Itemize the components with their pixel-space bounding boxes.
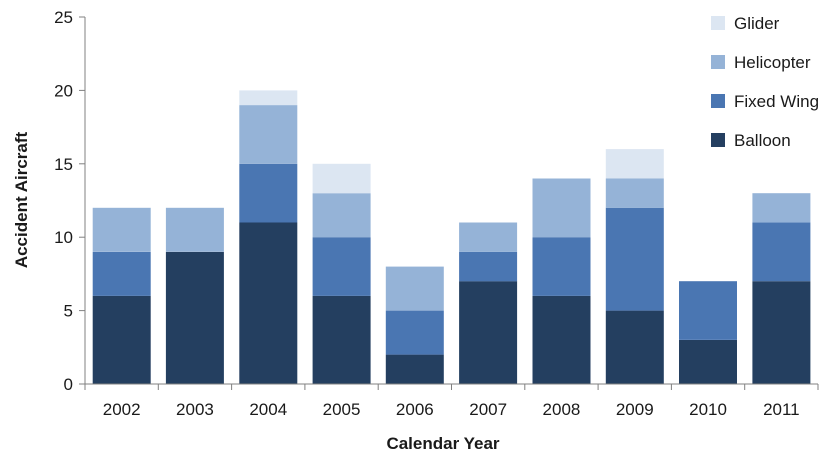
- y-axis-title: Accident Aircraft: [12, 131, 31, 268]
- x-tick-label-2003: 2003: [176, 400, 214, 419]
- legend-swatch-fixed-wing: [711, 94, 725, 108]
- bar-balloon-2005: [312, 295, 371, 384]
- bar-helicopter-2003: [165, 207, 224, 252]
- legend-swatch-balloon: [711, 133, 725, 147]
- y-tick-label-15: 15: [54, 155, 73, 174]
- bar-fixed-wing-2005: [312, 237, 371, 296]
- bar-balloon-2010: [679, 340, 737, 384]
- legend-label-glider: Glider: [734, 14, 780, 33]
- bar-balloon-2002: [92, 295, 151, 384]
- bar-balloon-2003: [165, 251, 224, 384]
- legend-swatch-helicopter: [711, 55, 725, 69]
- bar-helicopter-2004: [239, 105, 298, 164]
- bar-fixed-wing-2002: [92, 251, 151, 296]
- bar-helicopter-2009: [605, 178, 664, 208]
- x-tick-label-2006: 2006: [396, 400, 434, 419]
- bar-balloon-2011: [752, 281, 811, 384]
- y-tick-label-10: 10: [54, 228, 73, 247]
- bar-balloon-2009: [605, 310, 664, 384]
- axes-group: [79, 16, 819, 390]
- y-tick-label-25: 25: [54, 8, 73, 27]
- x-axis-title: Calendar Year: [386, 434, 499, 453]
- legend-swatch-glider: [711, 16, 725, 30]
- legend-label-helicopter: Helicopter: [734, 53, 811, 72]
- x-tick-label-2002: 2002: [103, 400, 141, 419]
- x-tick-label-2005: 2005: [323, 400, 361, 419]
- bar-fixed-wing-2010: [679, 281, 737, 340]
- bars-group: [92, 90, 811, 384]
- bar-glider-2004: [239, 90, 298, 106]
- legend-label-balloon: Balloon: [734, 131, 791, 150]
- bar-fixed-wing-2011: [752, 222, 811, 282]
- bar-helicopter-2011: [752, 193, 811, 223]
- bar-helicopter-2002: [92, 207, 151, 252]
- bar-balloon-2006: [385, 354, 444, 384]
- bar-fixed-wing-2009: [605, 207, 664, 311]
- y-tick-label-5: 5: [64, 302, 73, 321]
- x-tick-label-2004: 2004: [249, 400, 287, 419]
- bar-balloon-2008: [532, 295, 591, 384]
- legend: Glider Helicopter Fixed Wing Balloon: [711, 14, 819, 150]
- x-tick-label-2011: 2011: [763, 400, 800, 419]
- x-tick-label-2010: 2010: [689, 400, 727, 419]
- bar-balloon-2004: [239, 222, 298, 384]
- bar-glider-2009: [605, 149, 664, 179]
- bar-helicopter-2005: [312, 193, 371, 238]
- bar-helicopter-2006: [385, 266, 444, 311]
- bar-helicopter-2007: [459, 222, 518, 252]
- x-tick-label-2007: 2007: [469, 400, 507, 419]
- bar-glider-2005: [312, 163, 371, 194]
- y-tick-label-20: 20: [54, 81, 73, 100]
- bar-fixed-wing-2007: [459, 251, 518, 282]
- bar-balloon-2007: [459, 281, 518, 384]
- y-tick-labels: 0 5 10 15 20 25: [54, 8, 73, 394]
- legend-label-fixed-wing: Fixed Wing: [734, 92, 819, 111]
- bar-helicopter-2008: [532, 178, 591, 238]
- bar-fixed-wing-2008: [532, 237, 591, 296]
- bar-fixed-wing-2004: [239, 163, 298, 223]
- bar-fixed-wing-2006: [385, 310, 444, 355]
- y-tick-label-0: 0: [64, 375, 73, 394]
- x-tick-label-2008: 2008: [543, 400, 581, 419]
- x-tick-label-2009: 2009: [616, 400, 654, 419]
- x-tick-labels: 2002 2003 2004 2005 2006 2007 2008 2009 2010 2011: [103, 400, 800, 419]
